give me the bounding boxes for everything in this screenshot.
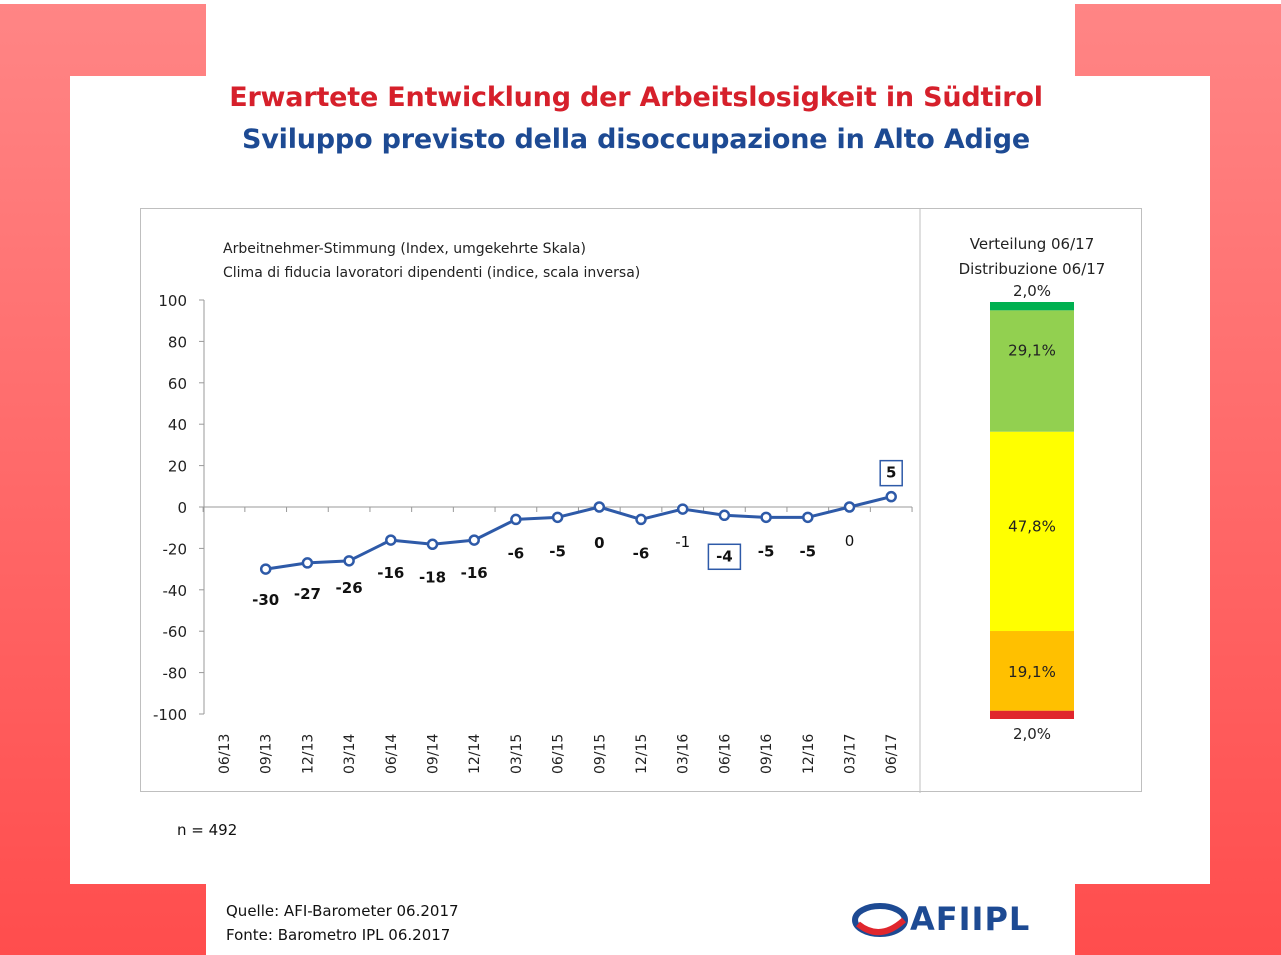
data-point [385,534,397,546]
bar-segment-label: 2,0% [1013,282,1051,300]
data-label: -5 [799,542,816,560]
logo-text: AFIIPL [910,900,1031,938]
data-point [635,513,647,526]
x-tick-label: 09/15 [592,734,608,774]
x-tick-label: 12/16 [801,734,817,774]
y-tick-label: -100 [153,706,187,724]
data-point [259,563,272,575]
y-tick-label: 20 [168,458,187,476]
bar-segment-label: 47,8% [1008,518,1056,536]
y-tick-label: -80 [163,665,188,683]
data-label: -6 [633,544,650,562]
data-point [718,509,731,522]
bar-chart-subtitle: Distribuzione 06/17 [959,260,1106,278]
distribution-bar-chart: Verteilung 06/17 Distribuzione 06/17 2,0% 1… [919,209,1106,793]
chart-container: Arbeitnehmer-Stimmung (Index, umgekehrte… [140,208,1142,793]
series-line [265,495,892,571]
data-label: -26 [336,579,363,597]
x-tick-label: 03/14 [342,734,358,774]
line-chart: Arbeitnehmer-Stimmung (Index, umgekehrte… [153,241,913,774]
bar-segment-label: 29,1% [1008,341,1056,359]
bar-segment [990,710,1074,719]
source-italian: Fonte: Barometro IPL 06.2017 [226,926,451,944]
data-label: -18 [419,568,446,586]
x-tick-label: 06/15 [551,734,567,774]
x-tick-label: 06/17 [884,734,900,774]
data-point [301,557,314,569]
x-tick-label: 03/15 [509,734,525,774]
y-tick-label: -40 [163,582,188,600]
data-point [885,490,897,503]
x-tick-label: 12/15 [634,734,650,774]
data-point [676,503,689,515]
bar-segment [990,302,1074,311]
data-label: -16 [377,564,404,582]
title-german: Erwartete Entwicklung der Arbeitslosigke… [229,82,1043,113]
x-tick-label: 12/13 [300,734,316,774]
y-tick-label: 0 [177,499,187,517]
data-point [510,513,522,526]
y-tick-label: 100 [158,292,187,310]
data-point [802,511,814,524]
x-tick-label: 09/16 [759,734,775,774]
data-label: -5 [758,542,775,560]
x-tick-label: 09/14 [426,734,442,774]
x-tick-label: 12/14 [467,734,483,774]
data-label: -6 [508,544,525,562]
x-tick-label: 03/17 [843,734,859,774]
data-label: -4 [716,547,733,565]
bar-segment [990,310,1074,432]
data-point [468,534,480,546]
source-german: Quelle: AFI-Barometer 06.2017 [226,902,459,920]
data-label: -5 [549,542,566,560]
data-point [593,501,606,513]
x-tick-label: 09/13 [259,734,275,774]
data-label: -1 [675,533,690,551]
chart-subtitle: Clima di fiducia lavoratori dipendenti (… [223,265,640,281]
x-tick-label: 03/16 [676,734,692,774]
chart-title: Arbeitnehmer-Stimmung (Index, umgekehrte… [223,241,586,257]
data-point [760,511,772,524]
bar-segment-label: 19,1% [1008,663,1056,681]
y-tick-label: -20 [163,540,188,558]
data-point [426,538,439,551]
y-tick-label: -60 [163,623,188,641]
data-point [551,511,564,524]
data-point [843,501,856,513]
y-tick-label: 60 [168,375,187,393]
sample-size-label: n = 492 [177,821,238,839]
bar-segment [990,631,1074,711]
data-label: 0 [594,534,604,552]
bar-segment [990,431,1074,632]
bar-chart-title: Verteilung 06/17 [970,235,1094,253]
data-label-box [879,459,903,487]
data-label: -30 [252,591,279,609]
bar-segment-label: 2,0% [1013,725,1051,743]
afi-ipl-logo: AFIIPL [852,898,1062,942]
data-label: -16 [461,564,488,582]
y-tick-label: 80 [168,333,187,351]
x-tick-label: 06/16 [717,734,733,774]
data-label: 0 [845,532,855,550]
data-label: -27 [294,585,321,603]
x-tick-label: 06/14 [384,734,400,774]
title-italian: Sviluppo previsto della disoccupazione i… [242,124,1030,155]
data-label-box [707,543,742,571]
data-label: 5 [886,464,896,482]
x-tick-label: 06/13 [217,734,233,774]
chart-svg: Arbeitnehmer-Stimmung (Index, umgekehrte… [153,209,1106,793]
data-point [343,555,355,567]
y-tick-label: 40 [168,416,187,434]
logo-swoosh-icon [852,903,908,937]
